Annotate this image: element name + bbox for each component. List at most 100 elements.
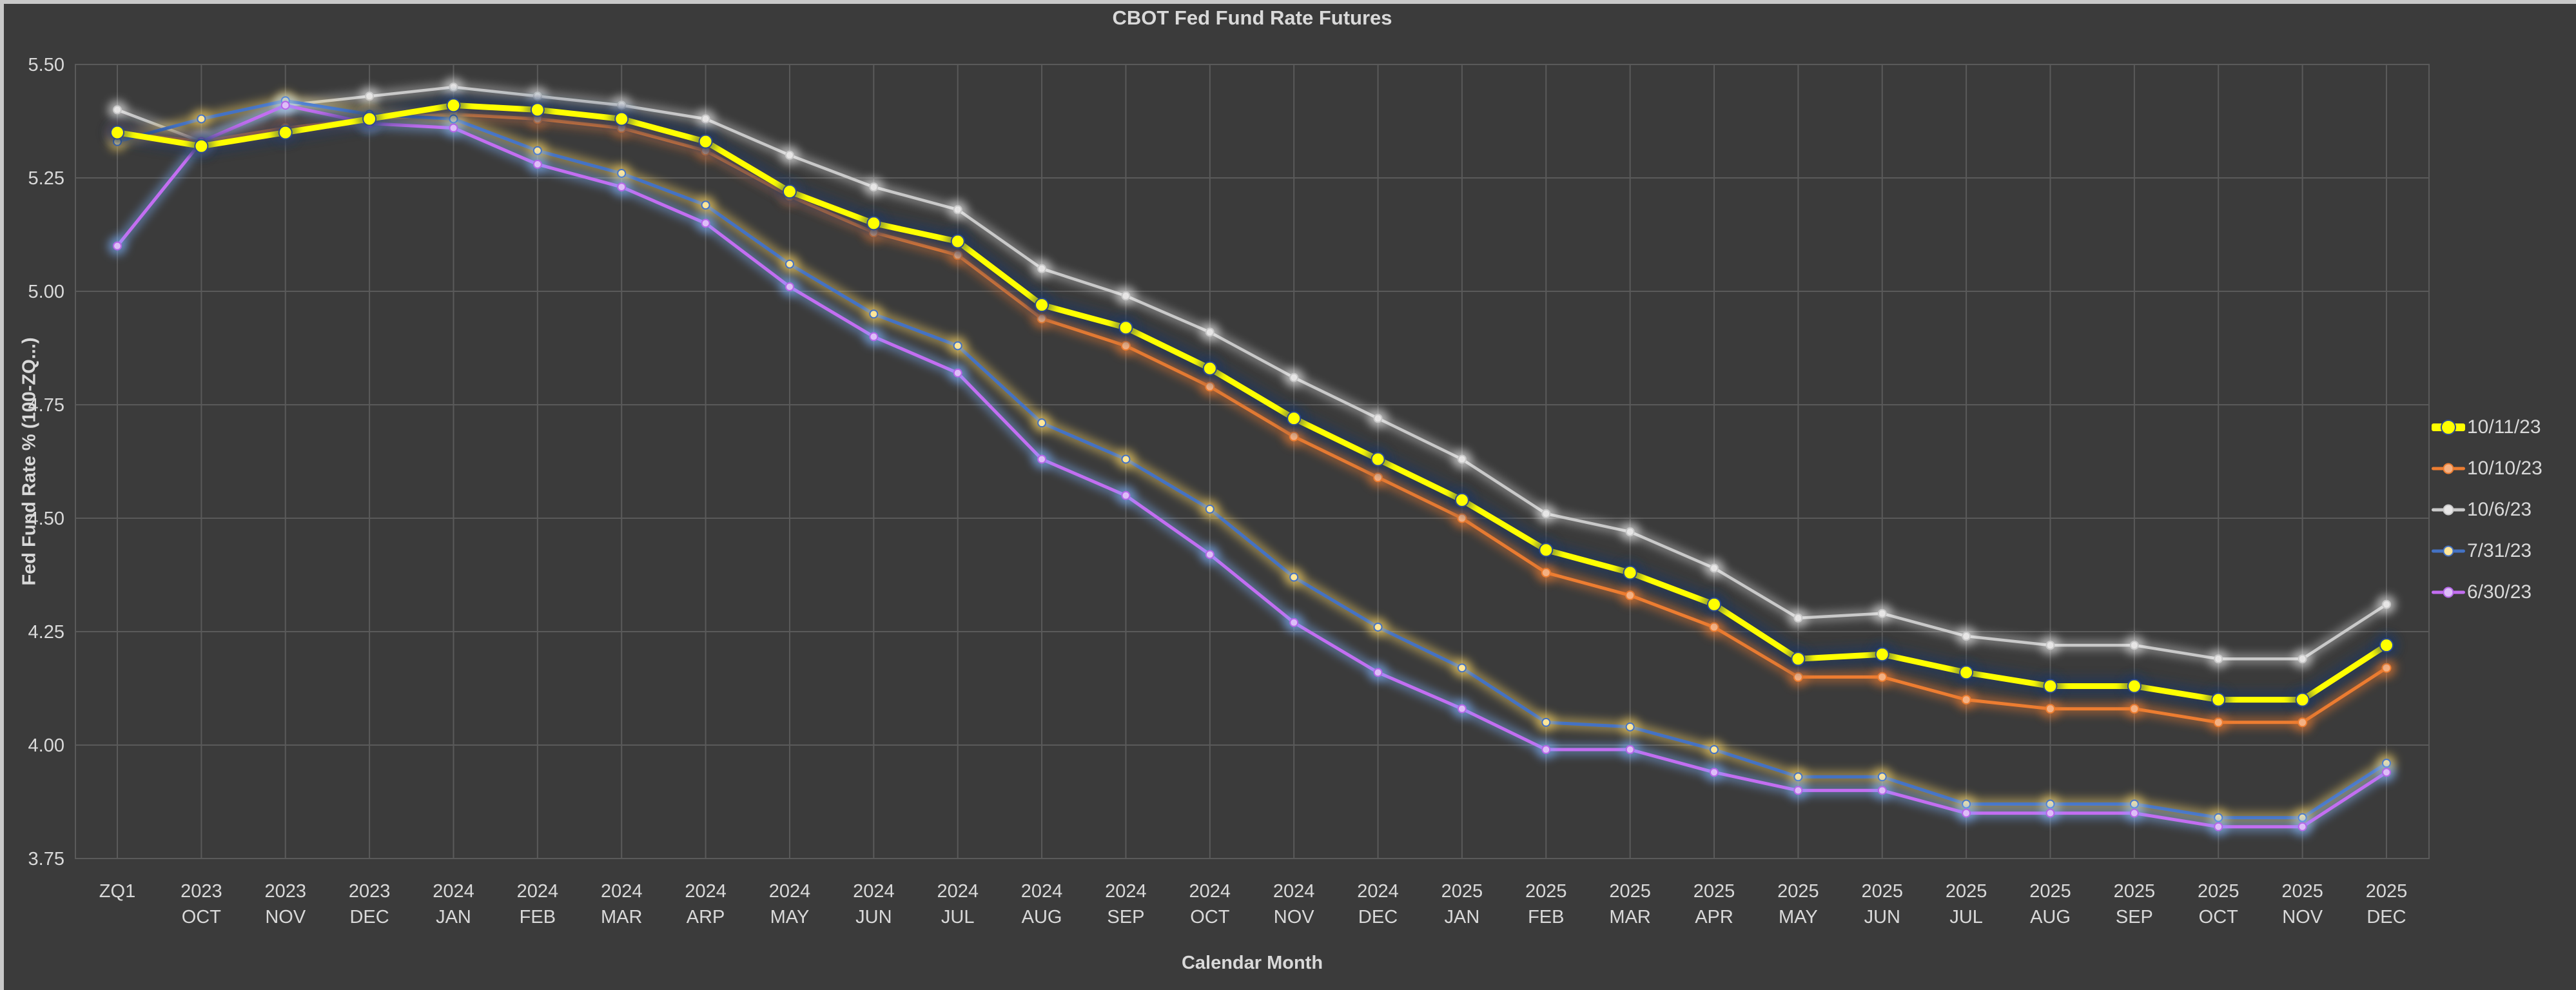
data-point-marker: [1625, 722, 1635, 732]
data-point-marker: [953, 341, 962, 351]
data-point-marker: [1037, 454, 1047, 464]
data-point-marker: [1289, 617, 1299, 627]
data-point-marker: [2381, 768, 2391, 777]
data-point-marker: [449, 82, 458, 92]
data-point-marker: [2381, 663, 2392, 673]
x-tick-label: 2025 SEP: [2114, 881, 2156, 927]
data-point-marker: [1962, 632, 1971, 641]
x-tick-label: 2025 JUN: [1862, 881, 1904, 927]
data-point-marker: [1877, 608, 1887, 618]
data-point-marker: [1205, 382, 1215, 392]
data-point-marker: [866, 216, 881, 231]
window-left-edge: [0, 0, 4, 990]
data-point-marker: [2379, 638, 2394, 653]
x-tick-label: 2024 MAR: [601, 881, 643, 927]
data-point-marker: [701, 218, 710, 228]
data-point-marker: [2043, 679, 2058, 694]
data-point-marker: [2045, 808, 2055, 818]
legend-item-10-6-23[interactable]: 10/6/23: [2432, 499, 2573, 521]
legend: 10/11/23 10/10/23 10/6/23 7/31/23 6/30/23: [2432, 416, 2573, 603]
data-point-marker: [2381, 599, 2391, 609]
series-line: [115, 99, 2388, 820]
series-glow: [112, 82, 2392, 664]
data-point-marker: [1457, 513, 1467, 523]
data-point-marker: [2129, 808, 2139, 818]
chart-title: CBOT Fed Fund Rate Futures: [1112, 6, 1392, 29]
data-point-marker: [113, 105, 122, 115]
data-point-marker: [1289, 572, 1299, 582]
data-point-marker: [1121, 490, 1131, 500]
legend-label: 10/11/23: [2467, 416, 2541, 438]
data-point-marker: [1710, 745, 1719, 755]
data-point-marker: [1961, 695, 1971, 705]
data-point-marker: [1793, 613, 1803, 623]
data-point-marker: [2045, 641, 2055, 650]
data-point-marker: [1121, 454, 1131, 464]
data-point-marker: [280, 101, 290, 110]
series-7-31-23: [108, 91, 2396, 828]
data-point-marker: [1707, 597, 1722, 612]
data-point-marker: [1454, 492, 1469, 507]
y-tick-label: 5.25: [28, 168, 64, 189]
data-point-marker: [113, 241, 122, 251]
legend-item-10-10-23[interactable]: 10/10/23: [2432, 458, 2573, 480]
data-point-marker: [1793, 772, 1803, 782]
data-point-marker: [614, 112, 629, 126]
data-point-marker: [1289, 373, 1299, 382]
axis-tick-labels: 5.50 5.25 5.00 4.75 4.50 4.25 4.00 3.75 ZQ1 2023 O…: [28, 55, 2408, 927]
x-axis-title: Calendar Month: [1181, 953, 1323, 973]
data-point-marker: [1793, 786, 1803, 795]
data-point-marker: [1709, 622, 1719, 632]
data-point-marker: [449, 123, 458, 133]
data-point-marker: [1457, 454, 1467, 464]
x-tick-label: 2025 AUG: [2029, 881, 2071, 927]
data-point-marker: [1541, 717, 1551, 727]
data-point-marker: [1371, 452, 1385, 467]
data-point-marker: [1202, 361, 1217, 376]
data-point-marker: [1791, 652, 1806, 666]
data-point-marker: [1205, 327, 1215, 337]
x-tick-label: 2024 FEB: [517, 881, 559, 927]
legend-line-marker-icon: [2432, 499, 2465, 521]
series-glow: [107, 95, 2397, 710]
data-point-marker: [1541, 567, 1551, 578]
data-point-marker: [1793, 672, 1803, 682]
data-point-marker: [1541, 745, 1551, 755]
data-point-marker: [1205, 550, 1215, 559]
series-10-6-23: [108, 77, 2396, 669]
data-point-marker: [2127, 679, 2142, 694]
x-tick-label: 2023 OCT: [181, 881, 222, 927]
legend-item-7-31-23[interactable]: 7/31/23: [2432, 540, 2573, 562]
data-point-marker: [1457, 663, 1467, 673]
data-point-marker: [1121, 291, 1131, 301]
data-point-marker: [1877, 772, 1887, 782]
legend-label: 10/6/23: [2467, 499, 2532, 520]
data-point-marker: [1710, 768, 1719, 777]
data-point-marker: [785, 259, 794, 269]
legend-line-marker-icon: [2432, 540, 2465, 562]
legend-item-6-30-23[interactable]: 6/30/23: [2432, 581, 2573, 603]
data-point-marker: [869, 309, 879, 319]
series-line: [115, 103, 2388, 829]
data-point-marker: [1205, 504, 1215, 514]
y-tick-label: 5.50: [28, 55, 64, 75]
x-tick-label: 2025 FEB: [1525, 881, 1567, 927]
data-point-marker: [194, 139, 209, 153]
series-10-11-23: [105, 93, 2399, 712]
plot-border: [75, 64, 2430, 859]
data-point-marker: [1373, 622, 1383, 632]
data-point-marker: [698, 134, 713, 149]
data-point-marker: [2129, 704, 2140, 714]
legend-label: 7/31/23: [2467, 540, 2532, 561]
data-point-marker: [278, 125, 293, 140]
legend-item-10-11-23[interactable]: 10/11/23: [2432, 416, 2573, 438]
x-tick-label: ZQ1: [99, 881, 135, 902]
data-point-marker: [1120, 340, 1131, 351]
x-tick-label: 2024 SEP: [1105, 881, 1147, 927]
data-point-marker: [1287, 411, 1302, 426]
data-point-marker: [1373, 668, 1383, 677]
data-point-marker: [1373, 414, 1383, 423]
x-tick-label: 2024 NOV: [1273, 881, 1315, 927]
x-tick-label: 2025 APR: [1693, 881, 1735, 927]
data-point-marker: [785, 282, 794, 291]
